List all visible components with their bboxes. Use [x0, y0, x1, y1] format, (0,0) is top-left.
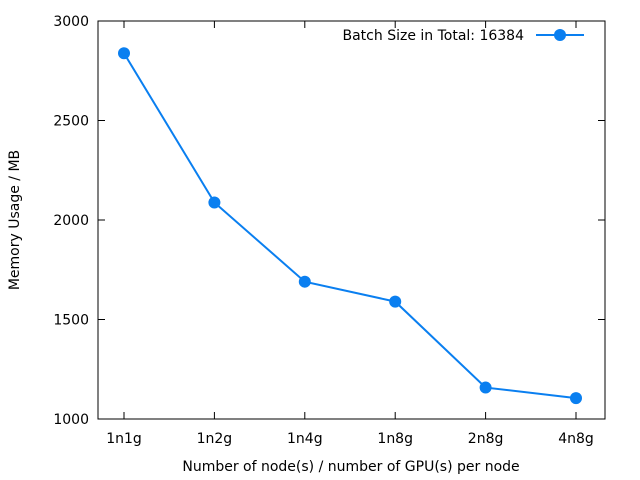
- plot-frame: [97, 20, 606, 420]
- data-point: [389, 295, 402, 308]
- data-point: [479, 381, 492, 394]
- x-axis-title: Number of node(s) / number of GPU(s) per…: [182, 459, 519, 475]
- series-line: [123, 52, 577, 400]
- data-point: [570, 392, 582, 405]
- y-tick-label: 3000: [53, 14, 89, 30]
- x-tick-label: 2n8g: [468, 431, 504, 447]
- y-axis-title: Memory Usage / MB: [7, 150, 23, 290]
- legend-label: Batch Size in Total: 16384: [343, 28, 525, 44]
- data-point: [118, 47, 130, 60]
- data-point: [208, 196, 221, 209]
- legend-marker: [554, 29, 566, 41]
- x-tick-label: 1n8g: [377, 431, 413, 447]
- y-tick-label: 2000: [53, 213, 89, 229]
- x-tick-label: 4n8g: [558, 431, 594, 447]
- y-axis: 1000 1500 2000 2500 3000: [53, 14, 605, 428]
- x-tick-label: 1n2g: [197, 431, 233, 447]
- series-layer: [118, 47, 582, 405]
- y-tick-label: 1500: [53, 313, 89, 329]
- x-tick-label: 1n4g: [287, 431, 323, 447]
- y-tick-label: 1000: [53, 412, 89, 428]
- data-point: [298, 275, 311, 288]
- x-tick-label: 1n1g: [106, 431, 142, 447]
- x-axis: 1n1g 1n2g 1n4g 1n8g 2n8g 4n8g: [106, 21, 594, 447]
- legend: Batch Size in Total: 16384: [343, 28, 584, 44]
- y-tick-label: 2500: [53, 114, 89, 130]
